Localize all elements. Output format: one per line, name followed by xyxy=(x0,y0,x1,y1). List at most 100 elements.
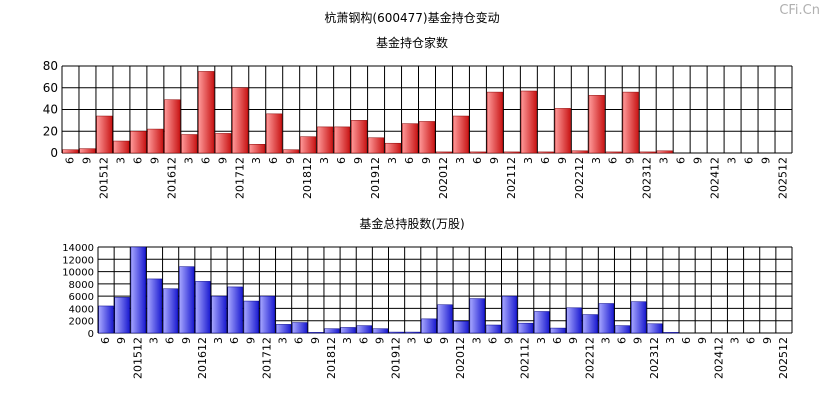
top-bar xyxy=(639,151,656,154)
top-y-tick-label: 60 xyxy=(43,81,58,95)
top-bar xyxy=(266,113,283,154)
bottom-x-tick-label: 3 xyxy=(212,337,225,344)
top-y-tick-label: 40 xyxy=(43,103,58,117)
bottom-y-tick-label: 12000 xyxy=(62,255,94,266)
top-bar xyxy=(571,150,588,154)
top-y-tick-label: 80 xyxy=(43,59,58,73)
top-bar xyxy=(656,150,673,154)
top-x-tick-label: 3 xyxy=(726,157,739,164)
top-bar xyxy=(283,149,300,154)
top-x-tick-label: 6 xyxy=(471,157,484,164)
bottom-bar xyxy=(582,314,598,334)
bottom-bar xyxy=(485,324,502,334)
bottom-x-tick-label: 9 xyxy=(115,337,128,344)
bottom-x-tick-label: 9 xyxy=(373,337,386,344)
top-bar xyxy=(384,142,402,154)
bottom-bar xyxy=(663,332,679,334)
top-x-tick-label: 6 xyxy=(743,157,756,164)
bottom-x-tick-label: 6 xyxy=(228,337,241,344)
bottom-x-tick-label: 9 xyxy=(180,337,193,344)
bottom-x-tick-label: 201812 xyxy=(325,337,338,379)
bottom-x-tick-label: 6 xyxy=(680,337,693,344)
bottom-x-tick-label: 9 xyxy=(761,337,774,344)
top-bar xyxy=(198,71,215,154)
bottom-chart-title: 基金总持股数(万股) xyxy=(359,216,464,231)
bottom-x-tick-label: 3 xyxy=(406,337,419,344)
bottom-x-tick-label: 9 xyxy=(438,337,451,344)
bottom-bar xyxy=(598,303,615,334)
top-x-tick-label: 3 xyxy=(250,157,263,164)
top-bar xyxy=(79,148,96,154)
bottom-bar xyxy=(259,295,276,334)
bottom-x-tick-label: 6 xyxy=(745,337,758,344)
top-bar xyxy=(418,121,436,154)
bottom-x-tick-label: 3 xyxy=(147,337,160,344)
top-bar xyxy=(147,128,164,154)
bottom-bar xyxy=(211,295,227,334)
bottom-y-tick-label: 6000 xyxy=(69,292,94,303)
bottom-x-tick-label: 3 xyxy=(341,337,354,344)
bottom-bar xyxy=(130,246,147,334)
top-bar xyxy=(622,91,639,154)
bottom-x-tick-label: 3 xyxy=(729,337,742,344)
bottom-bar xyxy=(469,298,485,334)
bottom-x-tick-label: 202412 xyxy=(712,337,725,379)
bottom-bar xyxy=(550,327,566,334)
top-bar xyxy=(401,123,419,154)
bottom-bar xyxy=(308,332,324,334)
top-x-tick-label: 202212 xyxy=(573,157,586,199)
top-x-tick-label: 3 xyxy=(454,157,467,164)
top-bar xyxy=(62,149,79,154)
top-bar xyxy=(368,137,385,154)
bottom-x-tick-label: 6 xyxy=(293,337,306,344)
top-x-tick-label: 6 xyxy=(131,157,144,164)
bottom-y-tick-label: 10000 xyxy=(62,268,94,279)
top-x-tick-label: 3 xyxy=(522,157,535,164)
top-bar xyxy=(503,151,520,154)
top-x-tick-label: 6 xyxy=(335,157,348,164)
top-x-tick-label: 3 xyxy=(590,157,603,164)
bottom-bar xyxy=(534,311,550,334)
top-x-tick-label: 202412 xyxy=(709,157,722,199)
bottom-x-tick-label: 6 xyxy=(616,337,629,344)
top-x-tick-label: 9 xyxy=(556,157,569,164)
top-y-tick-label: 0 xyxy=(50,146,58,160)
top-bar xyxy=(334,126,351,154)
top-bar xyxy=(351,120,368,154)
bottom-x-tick-label: 9 xyxy=(696,337,709,344)
bottom-x-tick-label: 9 xyxy=(632,337,645,344)
bottom-bar xyxy=(243,300,259,334)
bottom-y-tick-label: 4000 xyxy=(69,304,94,315)
bottom-bar xyxy=(518,322,534,334)
bottom-bar xyxy=(162,288,179,334)
top-bar xyxy=(96,115,113,154)
top-x-tick-label: 202112 xyxy=(505,157,518,199)
bottom-y-tick-label: 14000 xyxy=(62,243,94,254)
bottom-bar xyxy=(614,325,631,334)
bottom-x-tick-label: 201912 xyxy=(390,337,403,379)
bottom-x-tick-label: 201512 xyxy=(131,337,144,379)
page-title: 杭萧钢构(600477)基金持仓变动 xyxy=(324,10,499,25)
top-x-tick-label: 202312 xyxy=(641,157,654,199)
bottom-bar xyxy=(647,323,663,334)
bottom-x-tick-label: 6 xyxy=(99,337,112,344)
bottom-bar xyxy=(324,328,340,334)
bottom-x-tick-label: 202012 xyxy=(454,337,467,379)
bottom-x-tick-label: 9 xyxy=(503,337,516,344)
top-x-tick-label: 9 xyxy=(80,157,93,164)
bottom-x-tick-label: 3 xyxy=(599,337,612,344)
top-bar xyxy=(215,133,232,154)
top-bar xyxy=(588,95,605,154)
bottom-bar xyxy=(292,322,308,334)
top-bar xyxy=(554,108,571,154)
bottom-bar xyxy=(146,278,163,334)
top-x-tick-label: 9 xyxy=(352,157,365,164)
top-bar xyxy=(435,151,453,154)
top-bar xyxy=(537,151,554,154)
bottom-x-tick-label: 6 xyxy=(422,337,435,344)
top-x-tick-label: 6 xyxy=(675,157,688,164)
top-x-tick-label: 201512 xyxy=(97,157,110,199)
bottom-x-tick-label: 6 xyxy=(486,337,499,344)
